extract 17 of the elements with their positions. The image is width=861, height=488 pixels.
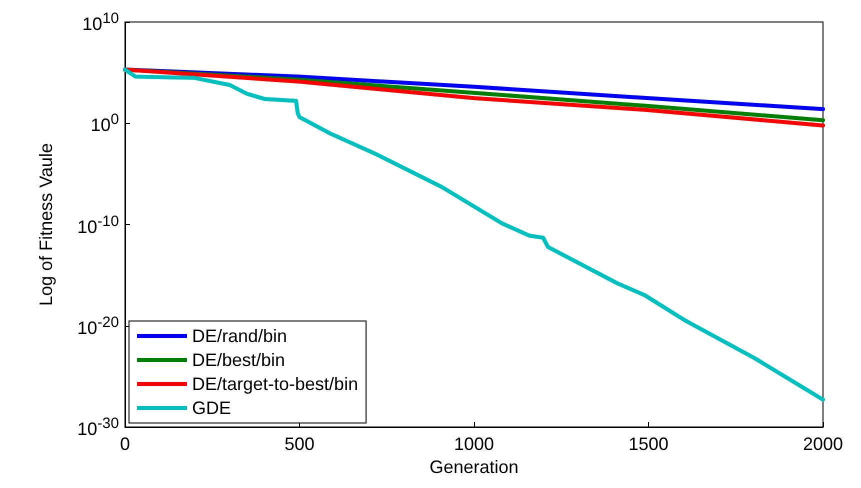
y-tick-label: 10$^{0}$ [90, 111, 119, 136]
legend-label: DE/target-to-best/bin [192, 374, 358, 394]
y-tick-label: 10$^{10}$ [82, 10, 119, 34]
x-axis-title: Generation [429, 456, 519, 477]
x-tick-label: 500 [284, 434, 315, 454]
y-axis-title: Log of Fitness Vaule [36, 143, 56, 306]
x-tick-label: 0 [120, 434, 130, 454]
line-series [123, 68, 825, 402]
legend-label: DE/rand/bin [192, 326, 288, 346]
x-tick-label: 1500 [628, 434, 669, 454]
x-tick-label: 2000 [802, 434, 844, 454]
y-tick-label: 10$^{-20}$ [77, 314, 119, 338]
y-tick-label: 10$^{-30}$ [77, 415, 119, 439]
legend-label: GDE [192, 398, 232, 418]
y-tick-label: 10$^{-10}$ [77, 212, 119, 236]
x-tick-label: 1000 [454, 434, 494, 454]
legend-label: DE/best/bin [192, 350, 286, 370]
